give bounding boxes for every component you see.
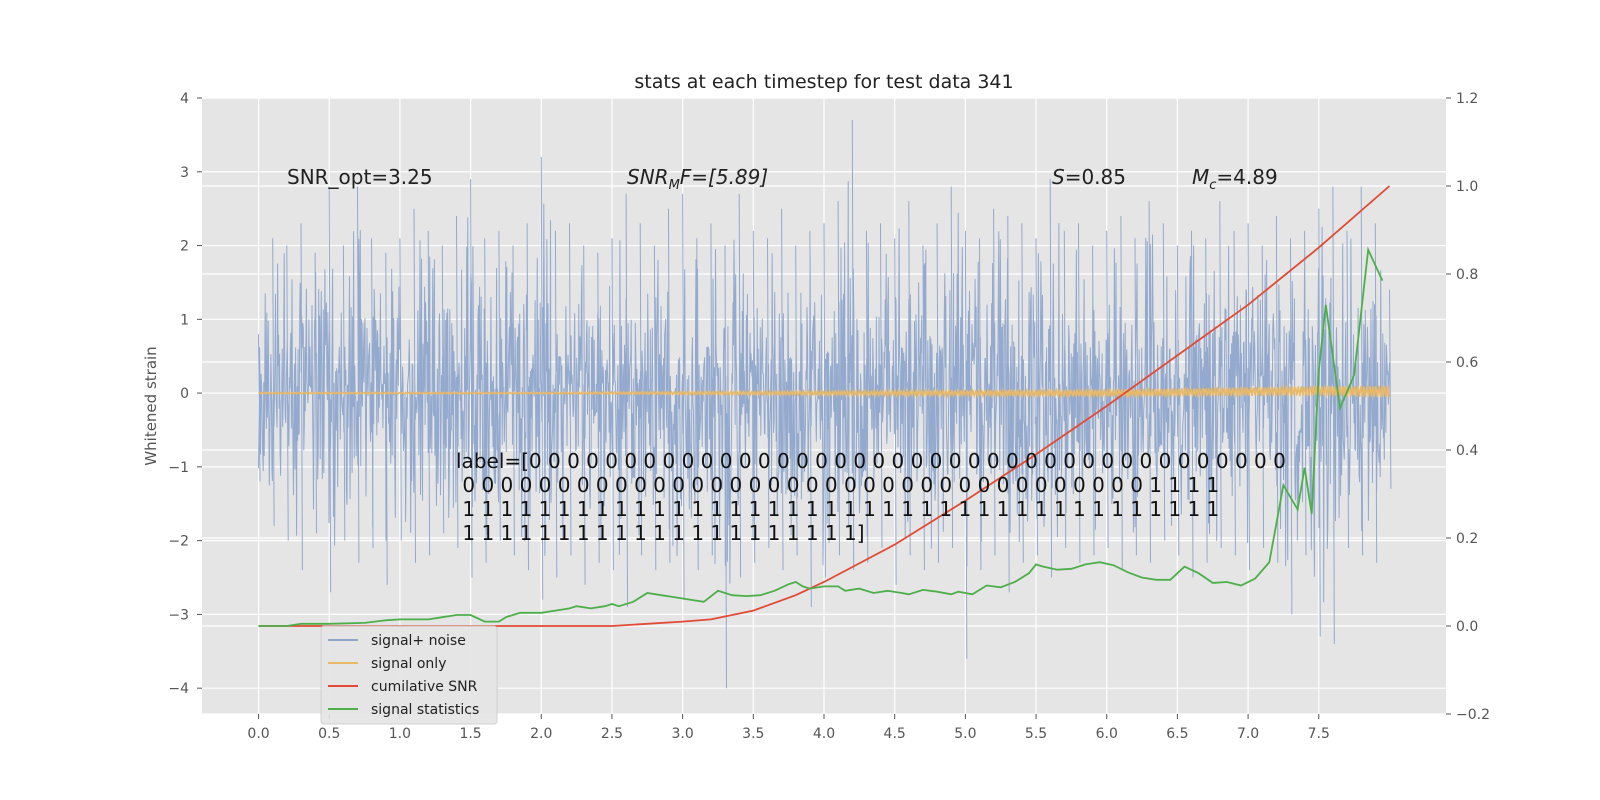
annotation-snr-opt: SNR_opt=3.25 bbox=[287, 165, 433, 189]
x-tick-label-13: 6.5 bbox=[1166, 726, 1188, 742]
annotation-s: S=0.85 bbox=[1052, 165, 1126, 189]
y-tick-label-3: 1 bbox=[180, 312, 189, 328]
y-axis-label: Whitened strain bbox=[142, 346, 160, 465]
label-line-3: 1 1 1 1 1 1 1 1 1 1 1 1 1 1 1 1 1 1 1 1 … bbox=[456, 497, 1219, 521]
annotation-snr-mf-sub: M bbox=[669, 178, 680, 193]
x-tick-label-9: 4.5 bbox=[884, 726, 906, 742]
y2-tick-label-3: 0.6 bbox=[1456, 355, 1478, 371]
y-tick-label-7: −3 bbox=[168, 607, 189, 623]
legend-label-signal-only: signal only bbox=[371, 656, 446, 672]
x-tick-label-1: 0.5 bbox=[318, 726, 340, 742]
annotation-snr-mf: SNRMF=[5.89] bbox=[627, 165, 768, 193]
annotation-s-rest: =0.85 bbox=[1065, 165, 1126, 189]
annotation-mc-main: M bbox=[1192, 165, 1209, 189]
annotation-snr-mf-rest: F=[5.89] bbox=[680, 165, 768, 189]
legend-box bbox=[320, 625, 498, 725]
y-tick-label-4: 0 bbox=[180, 386, 189, 402]
x-tick-label-2: 1.0 bbox=[389, 726, 411, 742]
y2-axis-ticks: 1.2 1.0 0.8 0.6 0.4 0.2 0.0 −0.2 bbox=[1446, 91, 1490, 723]
y-tick-label-8: −4 bbox=[168, 681, 189, 697]
x-tick-label-14: 7.0 bbox=[1237, 726, 1259, 742]
y-tick-label-6: −2 bbox=[168, 534, 189, 550]
x-tick-label-12: 6.0 bbox=[1096, 726, 1118, 742]
y-axis-ticks: 4 3 2 1 0 −1 −2 −3 −4 bbox=[168, 91, 202, 697]
y2-tick-label-5: 0.2 bbox=[1456, 531, 1478, 547]
annotation-mc-rest: =4.89 bbox=[1216, 165, 1277, 189]
y2-tick-label-7: −0.2 bbox=[1456, 707, 1490, 723]
annotation-snr-mf-main: SNR bbox=[627, 165, 669, 189]
annotation-s-main: S bbox=[1052, 165, 1065, 189]
x-tick-label-3: 1.5 bbox=[459, 726, 481, 742]
signal-statistics-line bbox=[258, 246, 1384, 627]
x-tick-label-10: 5.0 bbox=[954, 726, 976, 742]
y2-tick-label-0: 1.2 bbox=[1456, 91, 1478, 107]
x-axis-ticks: 0.0 0.5 1.0 1.5 2.0 2.5 3.0 3.5 4.0 4.5 5.0 5.5 6.0 6… bbox=[247, 714, 1330, 742]
x-tick-label-5: 2.5 bbox=[601, 726, 623, 742]
annotation-mc-sub: c bbox=[1209, 178, 1216, 193]
signal-only-line bbox=[258, 384, 1391, 400]
legend-label-cumulative-snr: cumilative SNR bbox=[371, 679, 478, 695]
chart-title: stats at each timestep for test data 341 bbox=[634, 71, 1013, 93]
y-tick-label-1: 3 bbox=[180, 165, 189, 181]
y2-tick-label-4: 0.4 bbox=[1456, 443, 1478, 459]
label-array-text: label=[0 0 0 0 0 0 0 0 0 0 0 0 0 0 0 0 0… bbox=[456, 449, 1286, 545]
label-line-2: 0 0 0 0 0 0 0 0 0 0 0 0 0 0 0 0 0 0 0 0 … bbox=[456, 473, 1219, 497]
x-tick-label-7: 3.5 bbox=[742, 726, 764, 742]
y-tick-label-5: −1 bbox=[168, 460, 189, 476]
y2-tick-label-6: 0.0 bbox=[1456, 619, 1478, 635]
x-tick-label-6: 3.0 bbox=[672, 726, 694, 742]
annotations: SNR_opt=3.25 SNRMF=[5.89] S=0.85 Mc=4.89 bbox=[287, 165, 1278, 193]
x-tick-label-4: 2.0 bbox=[530, 726, 552, 742]
x-tick-label-8: 4.0 bbox=[813, 726, 835, 742]
y-tick-label-2: 2 bbox=[180, 239, 189, 255]
x-tick-label-11: 5.5 bbox=[1025, 726, 1047, 742]
label-line-4: 1 1 1 1 1 1 1 1 1 1 1 1 1 1 1 1 1 1 1 1 … bbox=[456, 521, 865, 545]
x-tick-label-0: 0.0 bbox=[247, 726, 269, 742]
y2-tick-label-1: 1.0 bbox=[1456, 179, 1478, 195]
series-signal-statistics bbox=[258, 246, 1384, 627]
legend-label-signal-statistics: signal statistics bbox=[371, 702, 479, 718]
label-line-1: label=[0 0 0 0 0 0 0 0 0 0 0 0 0 0 0 0 0… bbox=[456, 449, 1286, 473]
annotation-mc: Mc=4.89 bbox=[1192, 165, 1278, 193]
y-tick-label-0: 4 bbox=[180, 91, 189, 107]
y2-tick-label-2: 0.8 bbox=[1456, 267, 1478, 283]
x-tick-label-15: 7.5 bbox=[1308, 726, 1330, 742]
series-signal-only bbox=[258, 384, 1391, 400]
legend-label-signal-plus-noise: signal+ noise bbox=[371, 633, 466, 649]
legend: signal+ noise signal only cumilative SNR… bbox=[320, 625, 498, 725]
